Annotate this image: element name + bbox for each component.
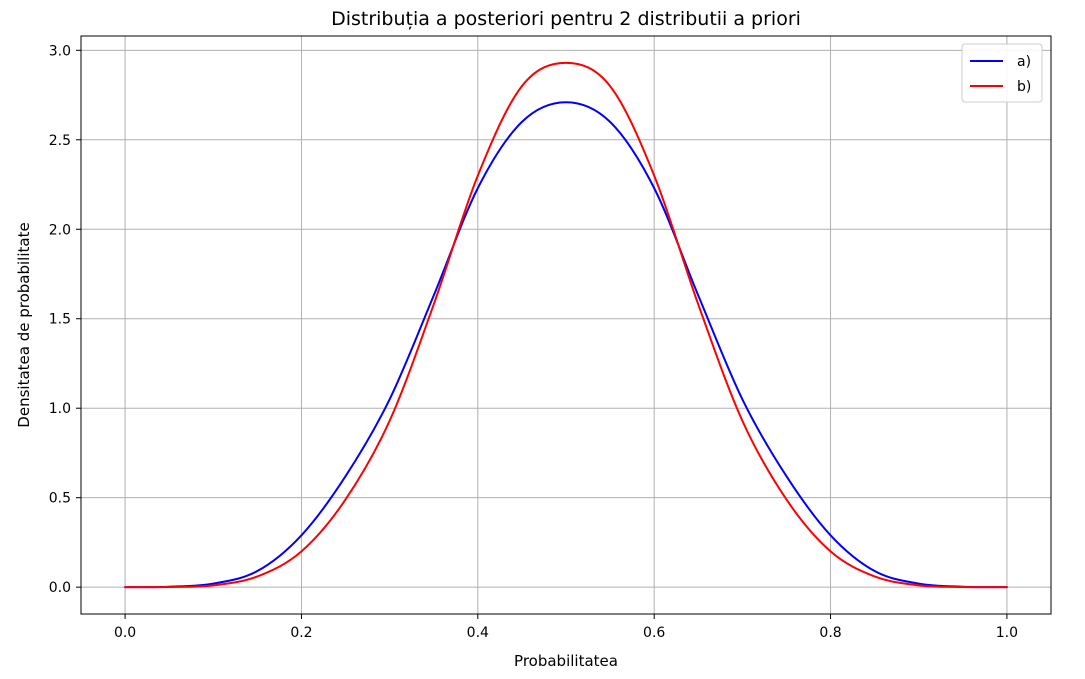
- x-axis-label: Probabilitatea: [514, 652, 618, 670]
- x-tick-label: 0.4: [467, 625, 489, 641]
- grid: [81, 36, 1051, 614]
- y-axis-ticks: 0.0 0.5 1.0 1.5 2.0 2.5 3.0: [49, 43, 81, 596]
- series-line-a: [124, 101, 1008, 589]
- x-tick-label: 0.8: [819, 625, 841, 641]
- chart-title: Distribuția a posteriori pentru 2 distri…: [331, 8, 801, 30]
- legend-box: [961, 43, 1043, 103]
- plot-area-frame: [80, 35, 1052, 615]
- y-tick-label: 0.0: [49, 580, 71, 596]
- y-tick-label: 2.0: [49, 222, 71, 238]
- y-tick-label: 2.5: [49, 133, 71, 149]
- y-tick-label: 1.5: [49, 312, 71, 328]
- series-line-b: [124, 61, 1008, 589]
- x-tick-label: 0.0: [114, 625, 136, 641]
- x-axis-ticks: 0.0 0.2 0.4 0.6 0.8 1.0: [114, 614, 1018, 641]
- y-tick-label: 0.5: [49, 491, 71, 507]
- legend-label-a: a): [1017, 54, 1031, 70]
- x-tick-label: 1.0: [996, 625, 1018, 641]
- series-lines: [124, 61, 1008, 589]
- y-axis-label: Densitatea de probabilitate: [15, 222, 33, 427]
- y-tick-label: 3.0: [49, 43, 71, 59]
- legend-label-b: b): [1017, 79, 1031, 95]
- x-tick-label: 0.2: [290, 625, 312, 641]
- y-tick-label: 1.0: [49, 401, 71, 417]
- x-tick-label: 0.6: [643, 625, 665, 641]
- legend: a) b): [961, 43, 1043, 103]
